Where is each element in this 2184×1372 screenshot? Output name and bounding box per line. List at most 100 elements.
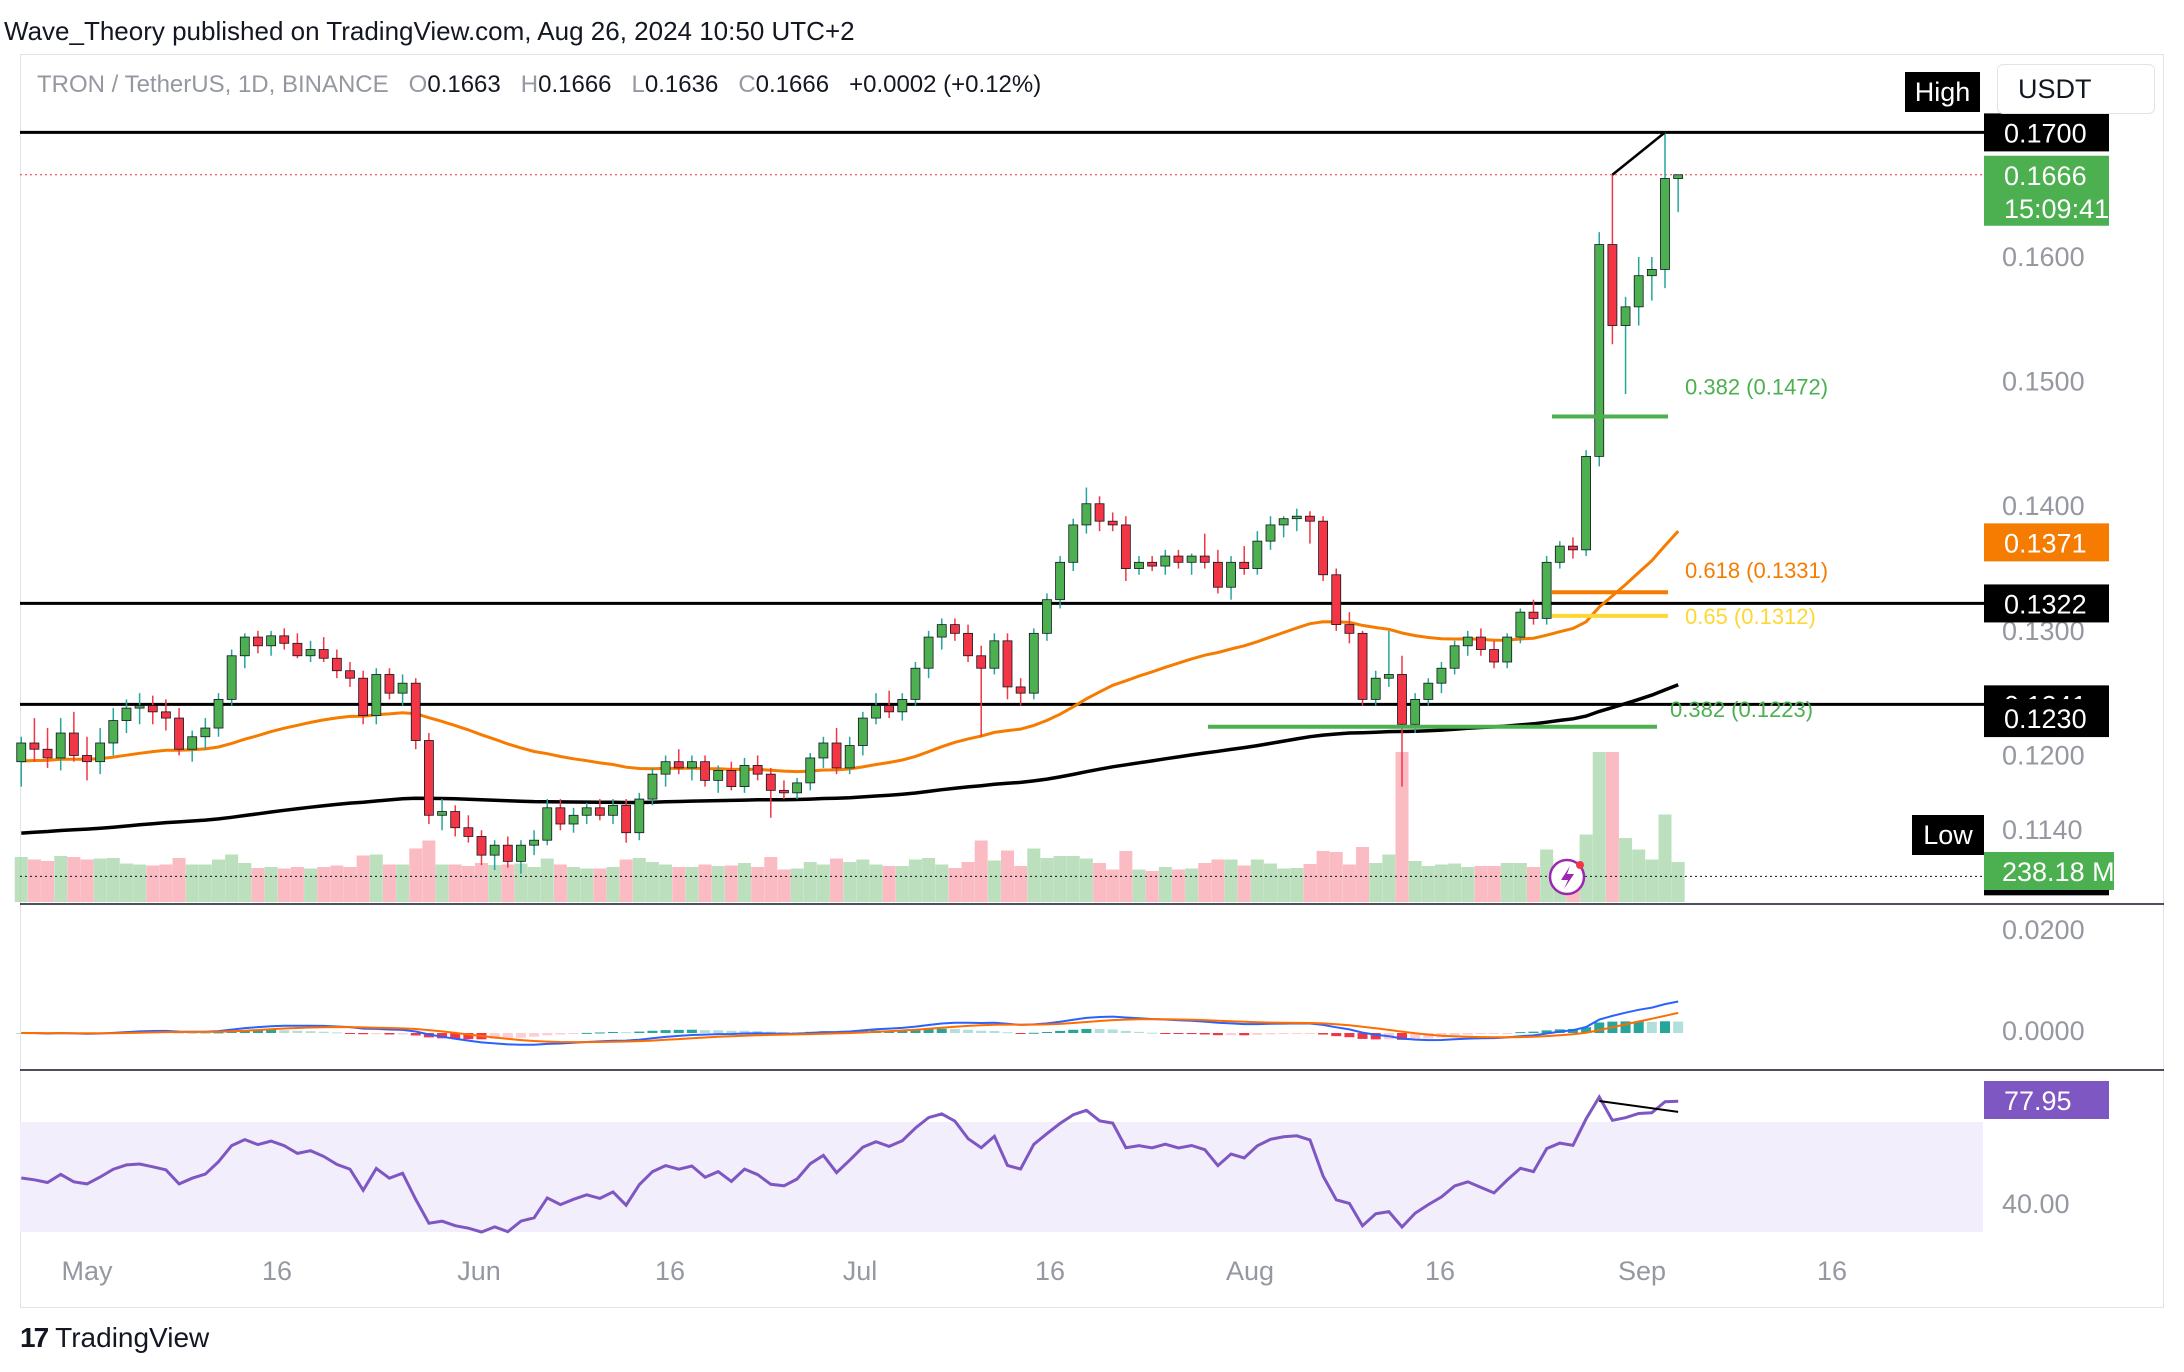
candle-body	[476, 836, 487, 856]
macd-histogram-bar	[713, 1030, 724, 1033]
candle-body	[1357, 632, 1368, 700]
resistance-trendline	[1611, 131, 1666, 176]
macd-histogram-bar	[1186, 1033, 1197, 1035]
volume-bar	[1093, 863, 1107, 902]
macd-histogram-bar	[1344, 1033, 1355, 1038]
tradingview-logo[interactable]: 17 TradingView	[20, 1322, 209, 1354]
macd-histogram-bar	[752, 1031, 763, 1033]
candle-body	[1502, 636, 1513, 663]
candle-body	[1528, 611, 1539, 619]
candle-body	[1476, 636, 1486, 650]
macd-histogram-bar	[279, 1030, 290, 1033]
volume-bar	[843, 862, 857, 902]
candle-body	[700, 761, 710, 781]
macd-histogram-bar	[1304, 1033, 1315, 1034]
volume-bar	[764, 857, 778, 902]
rsi-tick-label: 40.00	[2002, 1189, 2070, 1219]
time-tick-label: Jun	[457, 1256, 501, 1286]
candle-body	[358, 677, 369, 716]
candle-body	[1397, 674, 1407, 725]
candle-body	[55, 732, 66, 759]
volume-bar	[1079, 858, 1093, 902]
volume-bar	[1264, 863, 1277, 902]
volume-bar	[580, 868, 594, 902]
candle-body	[1515, 611, 1526, 638]
price-axis-badge-text: 0.1700	[2004, 118, 2087, 148]
rsi-band	[20, 1122, 1983, 1232]
volume-bar	[212, 859, 225, 902]
candle-body	[963, 632, 973, 657]
candle-body	[647, 773, 658, 800]
candle-body	[187, 736, 198, 750]
price-axis-badge	[1984, 699, 2109, 738]
macd-histogram-bar	[1147, 1032, 1158, 1034]
volume-bar	[724, 865, 738, 902]
candle-body	[423, 740, 434, 816]
candle-body	[621, 804, 632, 834]
high-badge: High	[1905, 72, 1980, 112]
fib-level-label: 0.382 (0.1223)	[1670, 697, 1813, 722]
macd-histogram-bar	[1265, 1033, 1276, 1035]
candle-body	[752, 765, 763, 775]
volume-bar	[1540, 849, 1554, 902]
volume-bar	[1671, 862, 1685, 902]
volume-bar	[172, 858, 186, 902]
volume-bar	[1290, 868, 1304, 902]
macd-histogram-bar	[1212, 1033, 1223, 1036]
macd-histogram-bar	[1028, 1032, 1039, 1034]
candle-body	[989, 640, 1000, 669]
candle-body	[779, 789, 789, 794]
fib-level-label: 0.618 (0.1331)	[1685, 558, 1828, 583]
price-axis-badge-text: 0.1371	[2004, 528, 2087, 558]
volume-bar	[119, 863, 133, 902]
macd-histogram-bar	[673, 1029, 684, 1033]
volume-bar	[803, 862, 817, 902]
volume-bar	[1461, 867, 1475, 902]
macd-histogram-bar	[963, 1029, 974, 1033]
volume-bar	[435, 864, 449, 902]
macd-histogram-bar	[923, 1029, 934, 1033]
candle-body	[1120, 524, 1131, 569]
volume-bar	[501, 864, 515, 902]
volume-bar	[1237, 865, 1251, 902]
candlesticks	[16, 132, 1684, 874]
macd-histogram-bar	[292, 1030, 303, 1033]
volume-badge-text: 238.18 M	[2002, 857, 2115, 887]
volume-bar	[133, 864, 147, 902]
time-tick-label: 16	[1035, 1256, 1065, 1286]
macd-histogram-bar	[1673, 1021, 1684, 1033]
macd-histogram-bar	[555, 1033, 566, 1035]
macd-histogram-bar	[542, 1033, 553, 1036]
macd-histogram-bar	[1462, 1033, 1473, 1035]
candle-body	[226, 655, 237, 700]
volume-bar	[1632, 849, 1646, 902]
volume-bar	[1066, 856, 1080, 902]
volume-bar	[527, 867, 541, 902]
currency-button[interactable]: USDT	[1997, 64, 2155, 114]
price-axis-badge	[1984, 113, 2109, 152]
candle-body	[1186, 555, 1197, 563]
candle-body	[1541, 561, 1552, 619]
volume-bar	[382, 864, 396, 902]
candle-body	[29, 742, 40, 750]
macd-histogram-bar	[1134, 1031, 1144, 1033]
volume-bar	[369, 854, 383, 902]
candle-body	[1107, 520, 1118, 526]
macd-line	[21, 1000, 1679, 1046]
candle-body	[1305, 515, 1315, 522]
volume-bar	[1001, 850, 1014, 902]
macd-histogram-bar	[1173, 1033, 1184, 1034]
time-tick-label: May	[61, 1256, 113, 1286]
volume-bar	[1329, 852, 1343, 902]
candle-body	[1042, 599, 1052, 634]
volume-bar	[225, 854, 239, 902]
candle-body	[95, 742, 106, 763]
volume-bar	[185, 864, 199, 902]
alert-dot	[1576, 861, 1584, 869]
symbol-legend: TRON / TetherUS, 1D, BINANCE O0.1663 H0.…	[37, 71, 1041, 99]
volume-bar	[93, 858, 107, 902]
candle-body	[1199, 555, 1210, 563]
volume-bar	[1342, 864, 1356, 902]
candle-body	[1423, 682, 1434, 700]
